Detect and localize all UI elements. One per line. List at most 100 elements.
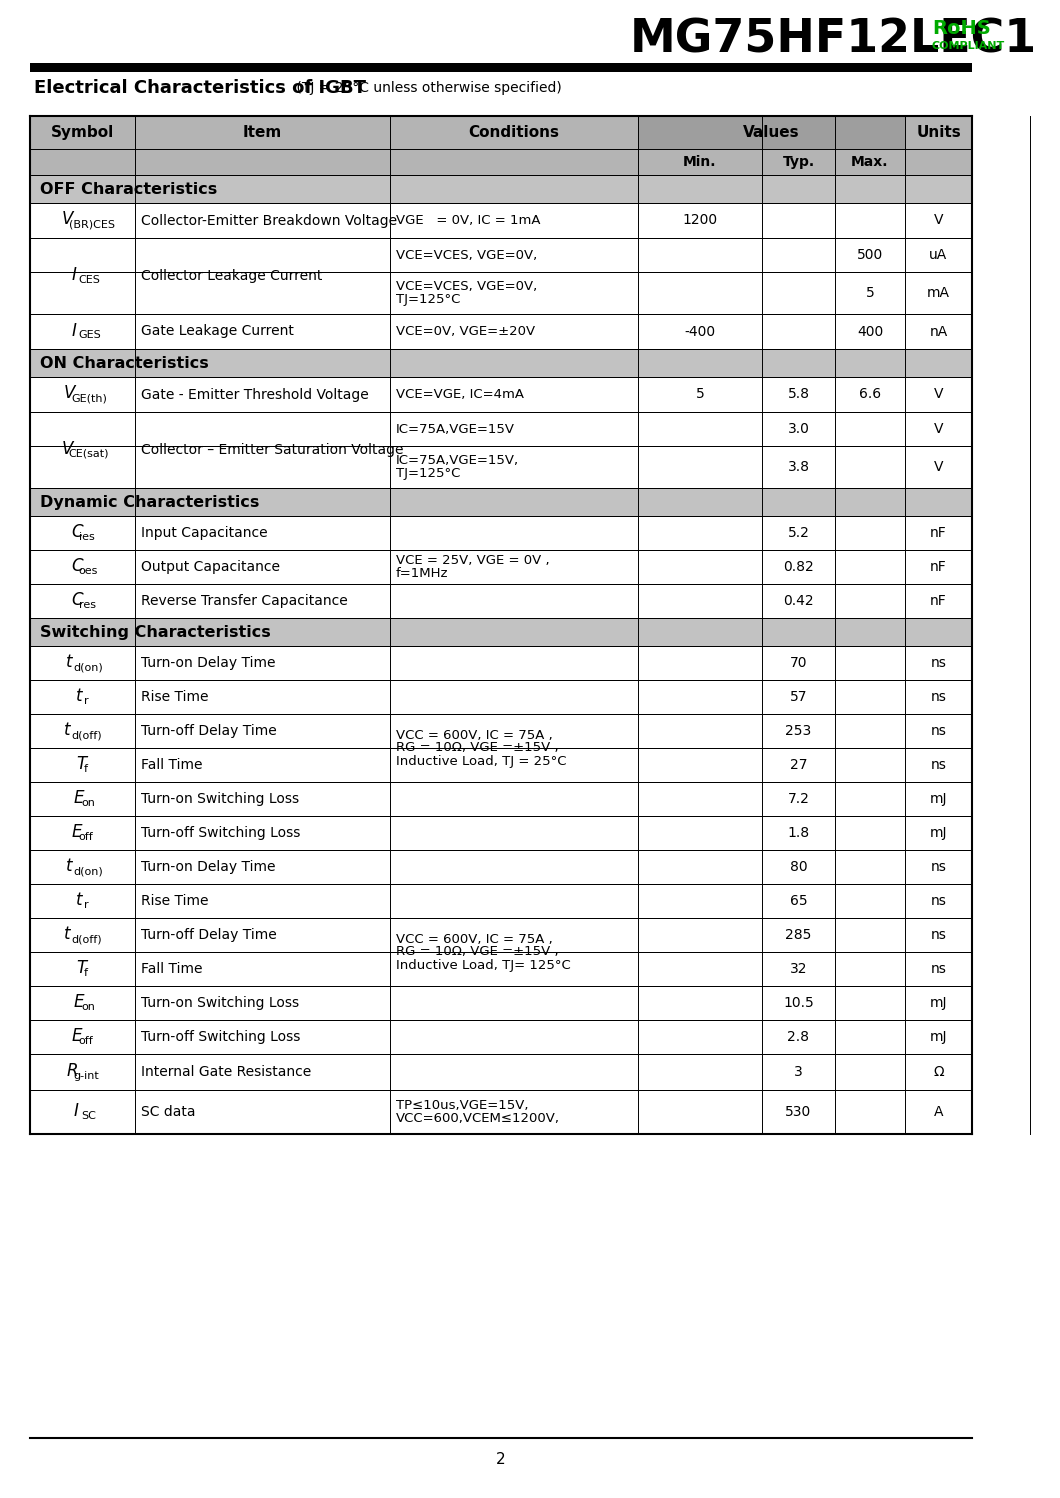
Bar <box>30 884 972 918</box>
Text: Ω: Ω <box>933 1065 943 1079</box>
Text: 253: 253 <box>785 724 812 739</box>
Text: Turn-on Switching Loss: Turn-on Switching Loss <box>141 792 299 806</box>
Text: nF: nF <box>930 526 947 539</box>
Text: 3.8: 3.8 <box>788 460 810 473</box>
Text: V: V <box>934 422 943 436</box>
Text: VCE = 25V, VGE = 0V ,: VCE = 25V, VGE = 0V , <box>396 554 550 568</box>
Text: SC: SC <box>82 1112 96 1121</box>
Text: TJ=125°C: TJ=125°C <box>396 467 460 479</box>
Text: VCC=600,VCEM≤1200V,: VCC=600,VCEM≤1200V, <box>396 1112 560 1125</box>
Text: Output Capacitance: Output Capacitance <box>141 560 280 574</box>
Text: nA: nA <box>930 325 948 339</box>
Text: d(on): d(on) <box>73 866 104 876</box>
Text: VCC = 600V, IC = 75A ,: VCC = 600V, IC = 75A , <box>396 728 552 742</box>
Text: Fall Time: Fall Time <box>141 962 202 977</box>
Text: res: res <box>78 601 95 610</box>
Text: r: r <box>84 900 88 909</box>
Text: 2: 2 <box>496 1453 506 1468</box>
Bar <box>30 446 972 488</box>
Text: RG = 10Ω, VGE =±15V ,: RG = 10Ω, VGE =±15V , <box>396 742 559 755</box>
Text: I: I <box>74 1103 78 1121</box>
Text: 10.5: 10.5 <box>783 996 814 1010</box>
Bar <box>30 619 972 646</box>
Text: on: on <box>82 798 95 807</box>
Text: -400: -400 <box>685 325 716 339</box>
Text: A: A <box>934 1106 943 1119</box>
Text: 500: 500 <box>856 249 883 262</box>
Bar <box>30 918 972 953</box>
Text: 1.8: 1.8 <box>788 825 810 840</box>
Text: IC=75A,VGE=15V: IC=75A,VGE=15V <box>396 422 515 436</box>
Text: 2.8: 2.8 <box>788 1031 810 1044</box>
Text: Rise Time: Rise Time <box>141 691 209 704</box>
Text: d(on): d(on) <box>73 662 104 673</box>
Text: 530: 530 <box>785 1106 812 1119</box>
Bar <box>30 488 972 515</box>
Text: ns: ns <box>931 894 947 908</box>
Text: RG = 10Ω, VGE =±15V ,: RG = 10Ω, VGE =±15V , <box>396 945 559 959</box>
Text: 0.82: 0.82 <box>783 560 814 574</box>
Bar <box>30 782 972 816</box>
Bar <box>638 115 905 148</box>
Text: mJ: mJ <box>930 825 948 840</box>
Text: GES: GES <box>78 331 102 340</box>
Text: COMPLIANT: COMPLIANT <box>932 40 1005 51</box>
Bar <box>30 680 972 715</box>
Text: 5: 5 <box>866 286 874 300</box>
Bar <box>30 273 972 315</box>
Text: 7.2: 7.2 <box>788 792 810 806</box>
Text: off: off <box>78 831 93 842</box>
Text: Turn-off Switching Loss: Turn-off Switching Loss <box>141 825 300 840</box>
Text: V: V <box>934 460 943 473</box>
Text: 3.0: 3.0 <box>788 422 810 436</box>
Text: f: f <box>84 968 88 978</box>
Text: E: E <box>74 789 85 807</box>
Text: Typ.: Typ. <box>782 154 814 169</box>
Text: on: on <box>82 1002 95 1013</box>
Bar <box>30 715 972 748</box>
Bar <box>30 550 972 584</box>
Text: Collector Leakage Current: Collector Leakage Current <box>141 270 322 283</box>
Text: mJ: mJ <box>930 792 948 806</box>
Bar <box>30 849 972 884</box>
Text: t: t <box>64 924 70 944</box>
Bar <box>30 377 972 412</box>
Text: TJ=125°C: TJ=125°C <box>396 294 460 306</box>
Text: ns: ns <box>931 758 947 771</box>
Text: nF: nF <box>930 560 947 574</box>
Text: ON Characteristics: ON Characteristics <box>40 355 209 370</box>
Text: 1200: 1200 <box>683 214 718 228</box>
Bar <box>30 515 972 550</box>
Text: SC data: SC data <box>141 1106 195 1119</box>
Text: E: E <box>71 1028 82 1046</box>
Bar <box>30 238 972 273</box>
Text: Collector-Emitter Breakdown Voltage: Collector-Emitter Breakdown Voltage <box>141 214 398 228</box>
Text: 285: 285 <box>785 927 812 942</box>
Text: Turn-on Switching Loss: Turn-on Switching Loss <box>141 996 299 1010</box>
Text: VCE=0V, VGE=±20V: VCE=0V, VGE=±20V <box>396 325 535 339</box>
Text: Rise Time: Rise Time <box>141 894 209 908</box>
Bar <box>30 1020 972 1055</box>
Bar <box>30 1091 972 1134</box>
Bar <box>30 816 972 849</box>
Text: V: V <box>61 440 73 458</box>
Text: Max.: Max. <box>851 154 888 169</box>
Text: Switching Characteristics: Switching Characteristics <box>40 625 270 640</box>
Text: ns: ns <box>931 860 947 873</box>
Text: Units: Units <box>916 124 960 139</box>
Bar <box>30 986 972 1020</box>
Text: ies: ies <box>78 532 94 542</box>
Text: I: I <box>71 322 76 340</box>
Text: 57: 57 <box>790 691 808 704</box>
Text: d(off): d(off) <box>71 730 102 740</box>
Text: Gate Leakage Current: Gate Leakage Current <box>141 325 294 339</box>
Text: 3: 3 <box>794 1065 802 1079</box>
Text: ns: ns <box>931 656 947 670</box>
Text: Gate - Emitter Threshold Voltage: Gate - Emitter Threshold Voltage <box>141 388 369 401</box>
Bar <box>30 646 972 680</box>
Text: C: C <box>71 523 83 541</box>
Text: 5: 5 <box>695 388 705 401</box>
Text: 70: 70 <box>790 656 808 670</box>
Bar <box>30 148 972 175</box>
Bar <box>30 349 972 377</box>
